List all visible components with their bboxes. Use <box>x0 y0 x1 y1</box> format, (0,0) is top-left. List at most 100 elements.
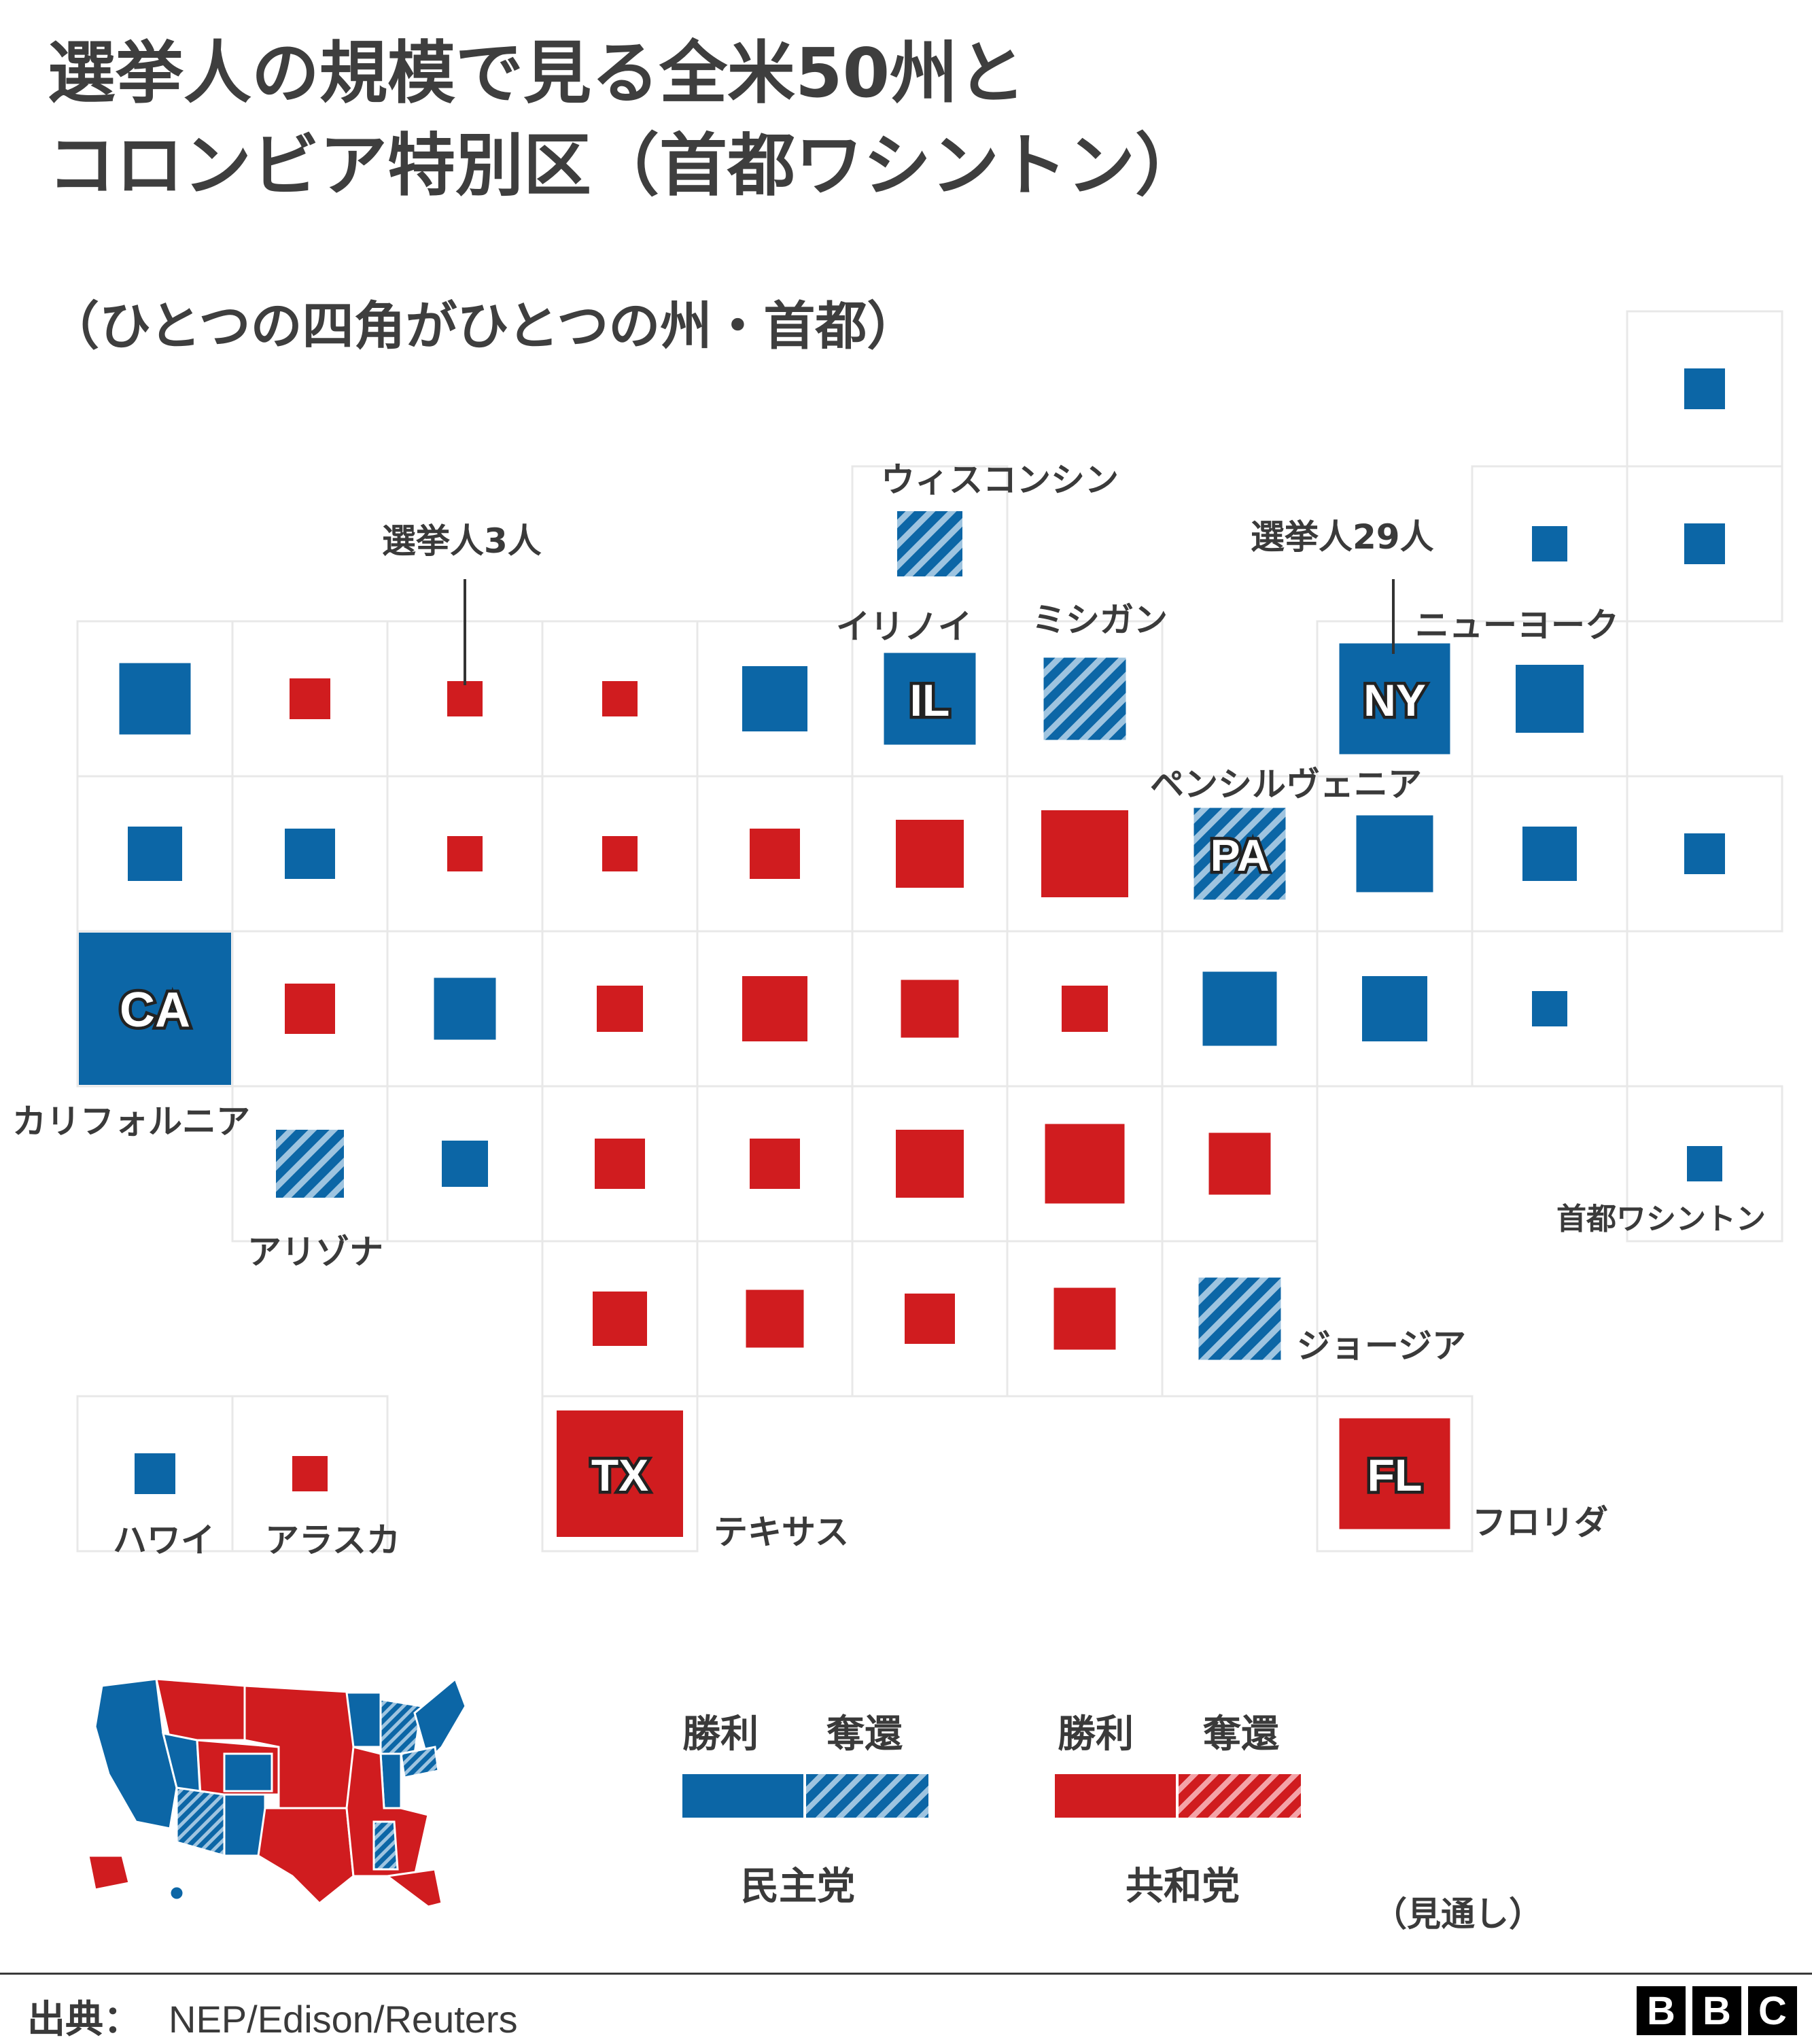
bbc-logo-letter-1: B <box>1637 1986 1686 2035</box>
state-square <box>1198 1277 1281 1360</box>
map-midwest-south <box>345 1746 430 1877</box>
label-hawaii: ハワイ <box>113 1521 215 1560</box>
state-square <box>1043 657 1126 740</box>
state-square <box>285 984 335 1034</box>
map-texas <box>257 1807 355 1905</box>
bbc-logo-letter-2: B <box>1692 1986 1741 2035</box>
state-square <box>442 1141 488 1187</box>
state-square <box>1522 827 1577 881</box>
state-square <box>897 511 962 576</box>
state-square <box>602 836 638 871</box>
legend-democrat: 民主党 <box>741 1865 855 1909</box>
map-wisconsin-michigan <box>379 1698 423 1755</box>
label-illinois: イリノイ <box>836 607 972 646</box>
state-square <box>135 1453 175 1494</box>
state-squares: IL NY PA CA TX FL <box>79 368 1725 1537</box>
chart-title: 選挙人の規模で見る全米50州と コロンビア特別区（首都ワシントン） <box>48 27 1203 212</box>
map-colorado <box>223 1752 273 1792</box>
source-label: 出典： <box>27 1998 141 2042</box>
state-square <box>746 1289 804 1348</box>
map-alaska <box>87 1854 130 1891</box>
state-square <box>602 681 638 716</box>
legend-dem-flip-swatch <box>806 1774 928 1818</box>
grid-cell <box>1161 1240 1319 1398</box>
grid-cell <box>1626 1085 1783 1243</box>
state-square <box>742 976 807 1041</box>
state-square <box>1532 526 1567 561</box>
label-pennsylvania: ペンシルヴェニア <box>1150 765 1422 804</box>
state-square <box>128 827 182 881</box>
map-pennsylvania <box>400 1746 440 1779</box>
state-square <box>597 986 643 1032</box>
state-code-pa: PA <box>1210 830 1270 880</box>
state-square <box>593 1292 647 1346</box>
state-square <box>290 678 330 719</box>
title-line-1: 選挙人の規模で見る全米50州と <box>48 33 1026 113</box>
grid-cells <box>76 310 1783 1553</box>
state-square-pa <box>1194 808 1286 900</box>
label-arizona: アリゾナ <box>247 1232 383 1272</box>
state-square <box>119 663 191 735</box>
state-square <box>1684 523 1725 564</box>
chart-subtitle: （ひとつの四角がひとつの州・首都） <box>48 296 919 356</box>
label-electors-29: 選挙人29人 <box>1251 517 1434 557</box>
state-square <box>750 1139 800 1189</box>
state-square <box>750 829 800 879</box>
map-northeast <box>413 1677 467 1763</box>
state-square <box>276 1130 344 1198</box>
map-minnesota <box>345 1691 382 1748</box>
leader-lines <box>464 579 1395 685</box>
legend-dem-win-label: 勝利 <box>682 1712 759 1756</box>
map-hawaii <box>169 1885 185 1901</box>
label-texas: テキサス <box>714 1512 849 1552</box>
state-square <box>1062 986 1108 1032</box>
bbc-logo: B B C <box>1637 1986 1797 2035</box>
grid-cell <box>541 1395 699 1553</box>
legend-dem-win-swatch <box>682 1774 803 1818</box>
grid-cell <box>1316 1395 1474 1553</box>
footer-divider <box>0 1973 1812 1975</box>
title-line-2: コロンビア特別区（首都ワシントン） <box>48 126 1203 205</box>
state-square <box>1208 1132 1271 1195</box>
map-arizona <box>175 1786 226 1857</box>
state-square <box>447 681 483 716</box>
label-alaska: アラスカ <box>265 1521 400 1560</box>
label-california: カリフォルニア <box>12 1102 250 1141</box>
legend-rep-flip-label: 奪還 <box>1203 1712 1279 1756</box>
label-electors-3: 選挙人3人 <box>382 521 542 561</box>
state-square <box>1684 833 1725 874</box>
grid-cell <box>1471 930 1628 1088</box>
state-square <box>1202 971 1277 1046</box>
state-square <box>896 1130 964 1198</box>
state-square <box>447 836 483 871</box>
state-square <box>292 1456 328 1491</box>
state-square <box>285 829 335 879</box>
map-west-coast <box>94 1678 178 1830</box>
state-code-il: IL <box>910 675 950 725</box>
state-square-il <box>884 653 976 745</box>
source-text: NEP/Edison/Reuters <box>169 1998 518 2041</box>
map-florida <box>385 1868 443 1908</box>
bbc-logo-letter-3: C <box>1748 1986 1797 2035</box>
state-square <box>1532 991 1567 1026</box>
label-new-york: ニューヨーク <box>1415 606 1619 645</box>
state-square <box>1687 1146 1722 1181</box>
state-square <box>434 977 496 1040</box>
label-michigan: ミシガン <box>1032 600 1168 640</box>
state-square-ny <box>1339 643 1450 755</box>
state-square <box>1516 665 1584 733</box>
state-square <box>1356 815 1433 893</box>
state-code-tx: TX <box>591 1450 648 1500</box>
electoral-cartogram: IL NY PA CA TX FL <box>76 310 1783 1553</box>
legend-republican: 共和党 <box>1126 1865 1240 1909</box>
state-square <box>905 1294 955 1344</box>
legend-rep-flip-swatch <box>1179 1774 1301 1818</box>
legend-rep-win-swatch <box>1055 1774 1176 1818</box>
state-square <box>1045 1124 1125 1204</box>
source-line: 出典： NEP/Edison/Reuters <box>27 1989 518 2044</box>
state-square-fl <box>1339 1418 1450 1529</box>
label-florida: フロリダ <box>1472 1503 1608 1542</box>
legend-rep-win-label: 勝利 <box>1058 1712 1134 1756</box>
label-georgia: ジョージア <box>1297 1326 1466 1366</box>
state-square <box>896 820 964 888</box>
